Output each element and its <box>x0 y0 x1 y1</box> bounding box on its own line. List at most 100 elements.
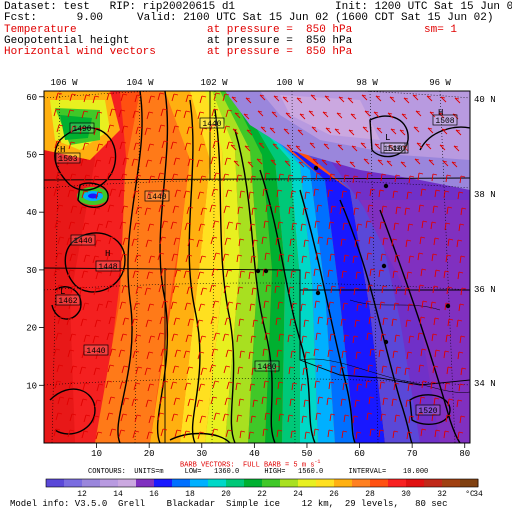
wind-barb <box>386 160 393 167</box>
wind-barb <box>366 252 373 261</box>
wind-barb <box>350 113 357 120</box>
longitude-label: 100 W <box>276 78 304 88</box>
wind-barb <box>213 172 221 181</box>
wind-barb <box>391 398 398 407</box>
wind-barb <box>238 318 245 327</box>
wind-barb <box>265 204 272 213</box>
wind-barb <box>263 300 270 309</box>
wind-barb <box>434 269 441 278</box>
wind-barb <box>105 380 113 389</box>
wind-barb <box>417 332 424 341</box>
wind-barb <box>330 205 337 214</box>
svg-text:1520: 1520 <box>418 407 437 416</box>
colorbar-swatch <box>280 479 299 487</box>
wind-barb <box>324 95 331 102</box>
wind-barb <box>83 174 91 183</box>
field1-smoothing: sm= 1 <box>424 24 458 36</box>
svg-text:1503: 1503 <box>58 155 77 164</box>
wind-barb <box>134 94 142 103</box>
wind-barb <box>69 93 77 102</box>
wind-barb <box>445 414 452 423</box>
wind-barb <box>317 316 324 325</box>
wind-barb <box>183 350 191 359</box>
wind-barb <box>109 268 117 277</box>
wind-barb <box>79 286 87 295</box>
wind-barb <box>403 97 410 104</box>
colorbar-label: 14 <box>113 490 123 499</box>
wind-barb <box>159 236 167 245</box>
wind-barb <box>420 428 427 437</box>
wind-barb <box>147 223 155 232</box>
colorbar-label: 24 <box>293 490 303 499</box>
wind-barb <box>274 205 281 214</box>
wind-barb <box>225 429 233 438</box>
wind-barb <box>261 396 268 405</box>
height-label: 1440 <box>199 117 225 129</box>
wind-barb <box>183 110 191 119</box>
wind-barb <box>321 159 328 166</box>
wind-barb <box>249 303 256 312</box>
wind-barb <box>146 111 154 120</box>
wind-barb <box>145 319 153 328</box>
wind-barb <box>56 284 64 293</box>
wind-barb <box>290 350 297 359</box>
wind-barb <box>174 109 182 118</box>
wind-barb <box>277 221 284 230</box>
wind-barb <box>378 349 385 358</box>
wind-barb <box>161 380 169 389</box>
wind-barb <box>315 412 322 421</box>
wind-barb <box>418 364 425 373</box>
wind-barb <box>408 335 415 344</box>
wind-barb <box>109 188 117 197</box>
wind-barb <box>430 301 437 310</box>
wind-barb <box>264 332 271 341</box>
wind-barb <box>209 284 217 293</box>
wind-barb <box>408 255 415 264</box>
wind-barb <box>451 161 458 168</box>
wind-barb <box>147 303 155 312</box>
colorbar-swatch <box>406 479 425 487</box>
wind-barb <box>288 206 295 215</box>
colorbar-swatch <box>442 479 461 487</box>
wind-barb <box>367 284 374 293</box>
wind-barb <box>225 349 233 358</box>
wind-barb <box>67 269 75 278</box>
wind-barb <box>225 189 233 198</box>
wind-barb <box>132 190 140 199</box>
wind-barb <box>109 428 117 437</box>
wind-barb <box>120 173 128 182</box>
x-tick-label: 60 <box>354 449 365 459</box>
wind-barb <box>258 142 265 149</box>
wind-barb <box>248 191 255 200</box>
wind-barb <box>53 108 61 117</box>
wind-barb <box>197 111 205 120</box>
wind-barb <box>96 303 104 312</box>
wind-barb <box>94 159 102 168</box>
wind-barb <box>187 238 195 247</box>
wind-barb <box>458 303 465 312</box>
wind-barb <box>445 334 452 343</box>
wind-barb <box>118 429 126 438</box>
y-tick-label: 10 <box>26 381 37 391</box>
wind-barb <box>316 284 323 293</box>
wind-barb <box>81 190 89 199</box>
wind-barb <box>107 204 115 213</box>
wind-barb <box>250 335 257 344</box>
wind-barb <box>379 221 386 230</box>
wind-barb <box>327 189 334 198</box>
wind-barb <box>134 174 142 183</box>
wind-barb <box>245 97 252 104</box>
wind-barb <box>443 270 450 279</box>
wind-barb <box>233 160 240 167</box>
high-low-marker: H <box>105 249 110 259</box>
wind-barb <box>314 380 321 389</box>
wind-barb <box>226 221 234 230</box>
wind-barb <box>419 316 426 325</box>
temperature-colorbar <box>45 478 479 488</box>
wind-barb <box>249 223 256 232</box>
wind-barb <box>185 334 193 343</box>
colorbar-label: 16 <box>149 490 159 499</box>
wind-barb <box>407 383 414 392</box>
wind-barb <box>70 285 78 294</box>
wind-barb <box>330 365 337 374</box>
